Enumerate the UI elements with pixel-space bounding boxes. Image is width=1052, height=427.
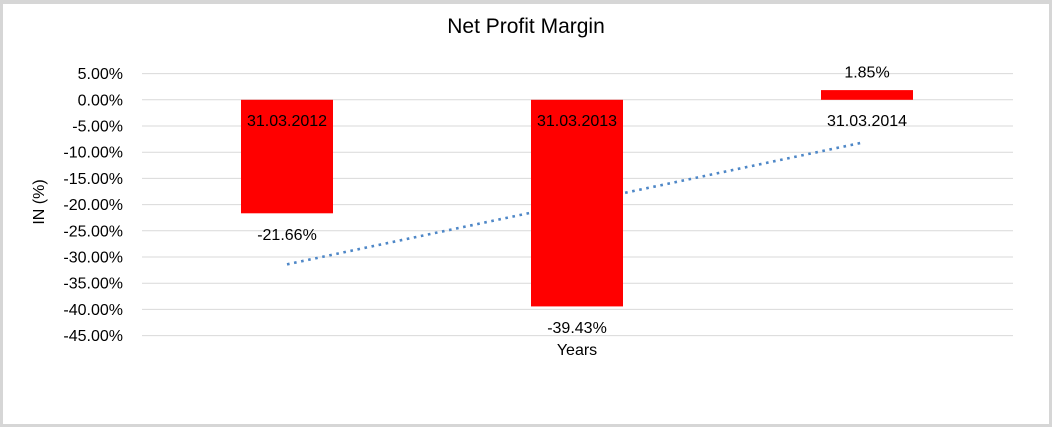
bar-31.03.2013 [531, 99, 623, 307]
y-tick-label: -45.00% [63, 328, 123, 345]
value-label: 1.85% [844, 65, 889, 82]
x-axis-title: Years [556, 342, 598, 359]
category-label: 31.03.2012 [247, 113, 327, 130]
y-tick-label: -40.00% [63, 302, 123, 319]
category-label: 31.03.2013 [537, 113, 617, 130]
y-tick-label: -5.00% [72, 119, 123, 136]
bar-31.03.2012 [241, 99, 333, 214]
category-label: 31.03.2014 [827, 113, 907, 130]
value-label: -21.66% [257, 227, 317, 244]
value-label: -39.43% [547, 320, 607, 337]
y-tick-label: -35.00% [63, 276, 123, 293]
trendline [286, 140, 865, 266]
bar-31.03.2014 [821, 90, 913, 100]
y-tick-label: 0.00% [78, 92, 123, 109]
y-tick-label: -30.00% [63, 250, 123, 267]
chart-title: Net Profit Margin [447, 15, 605, 38]
y-tick-label: -15.00% [63, 171, 123, 188]
y-tick-label: -20.00% [63, 197, 123, 214]
y-tick-label: -10.00% [63, 145, 123, 162]
y-tick-label: 5.00% [78, 66, 123, 83]
y-tick-label: -25.00% [63, 223, 123, 240]
